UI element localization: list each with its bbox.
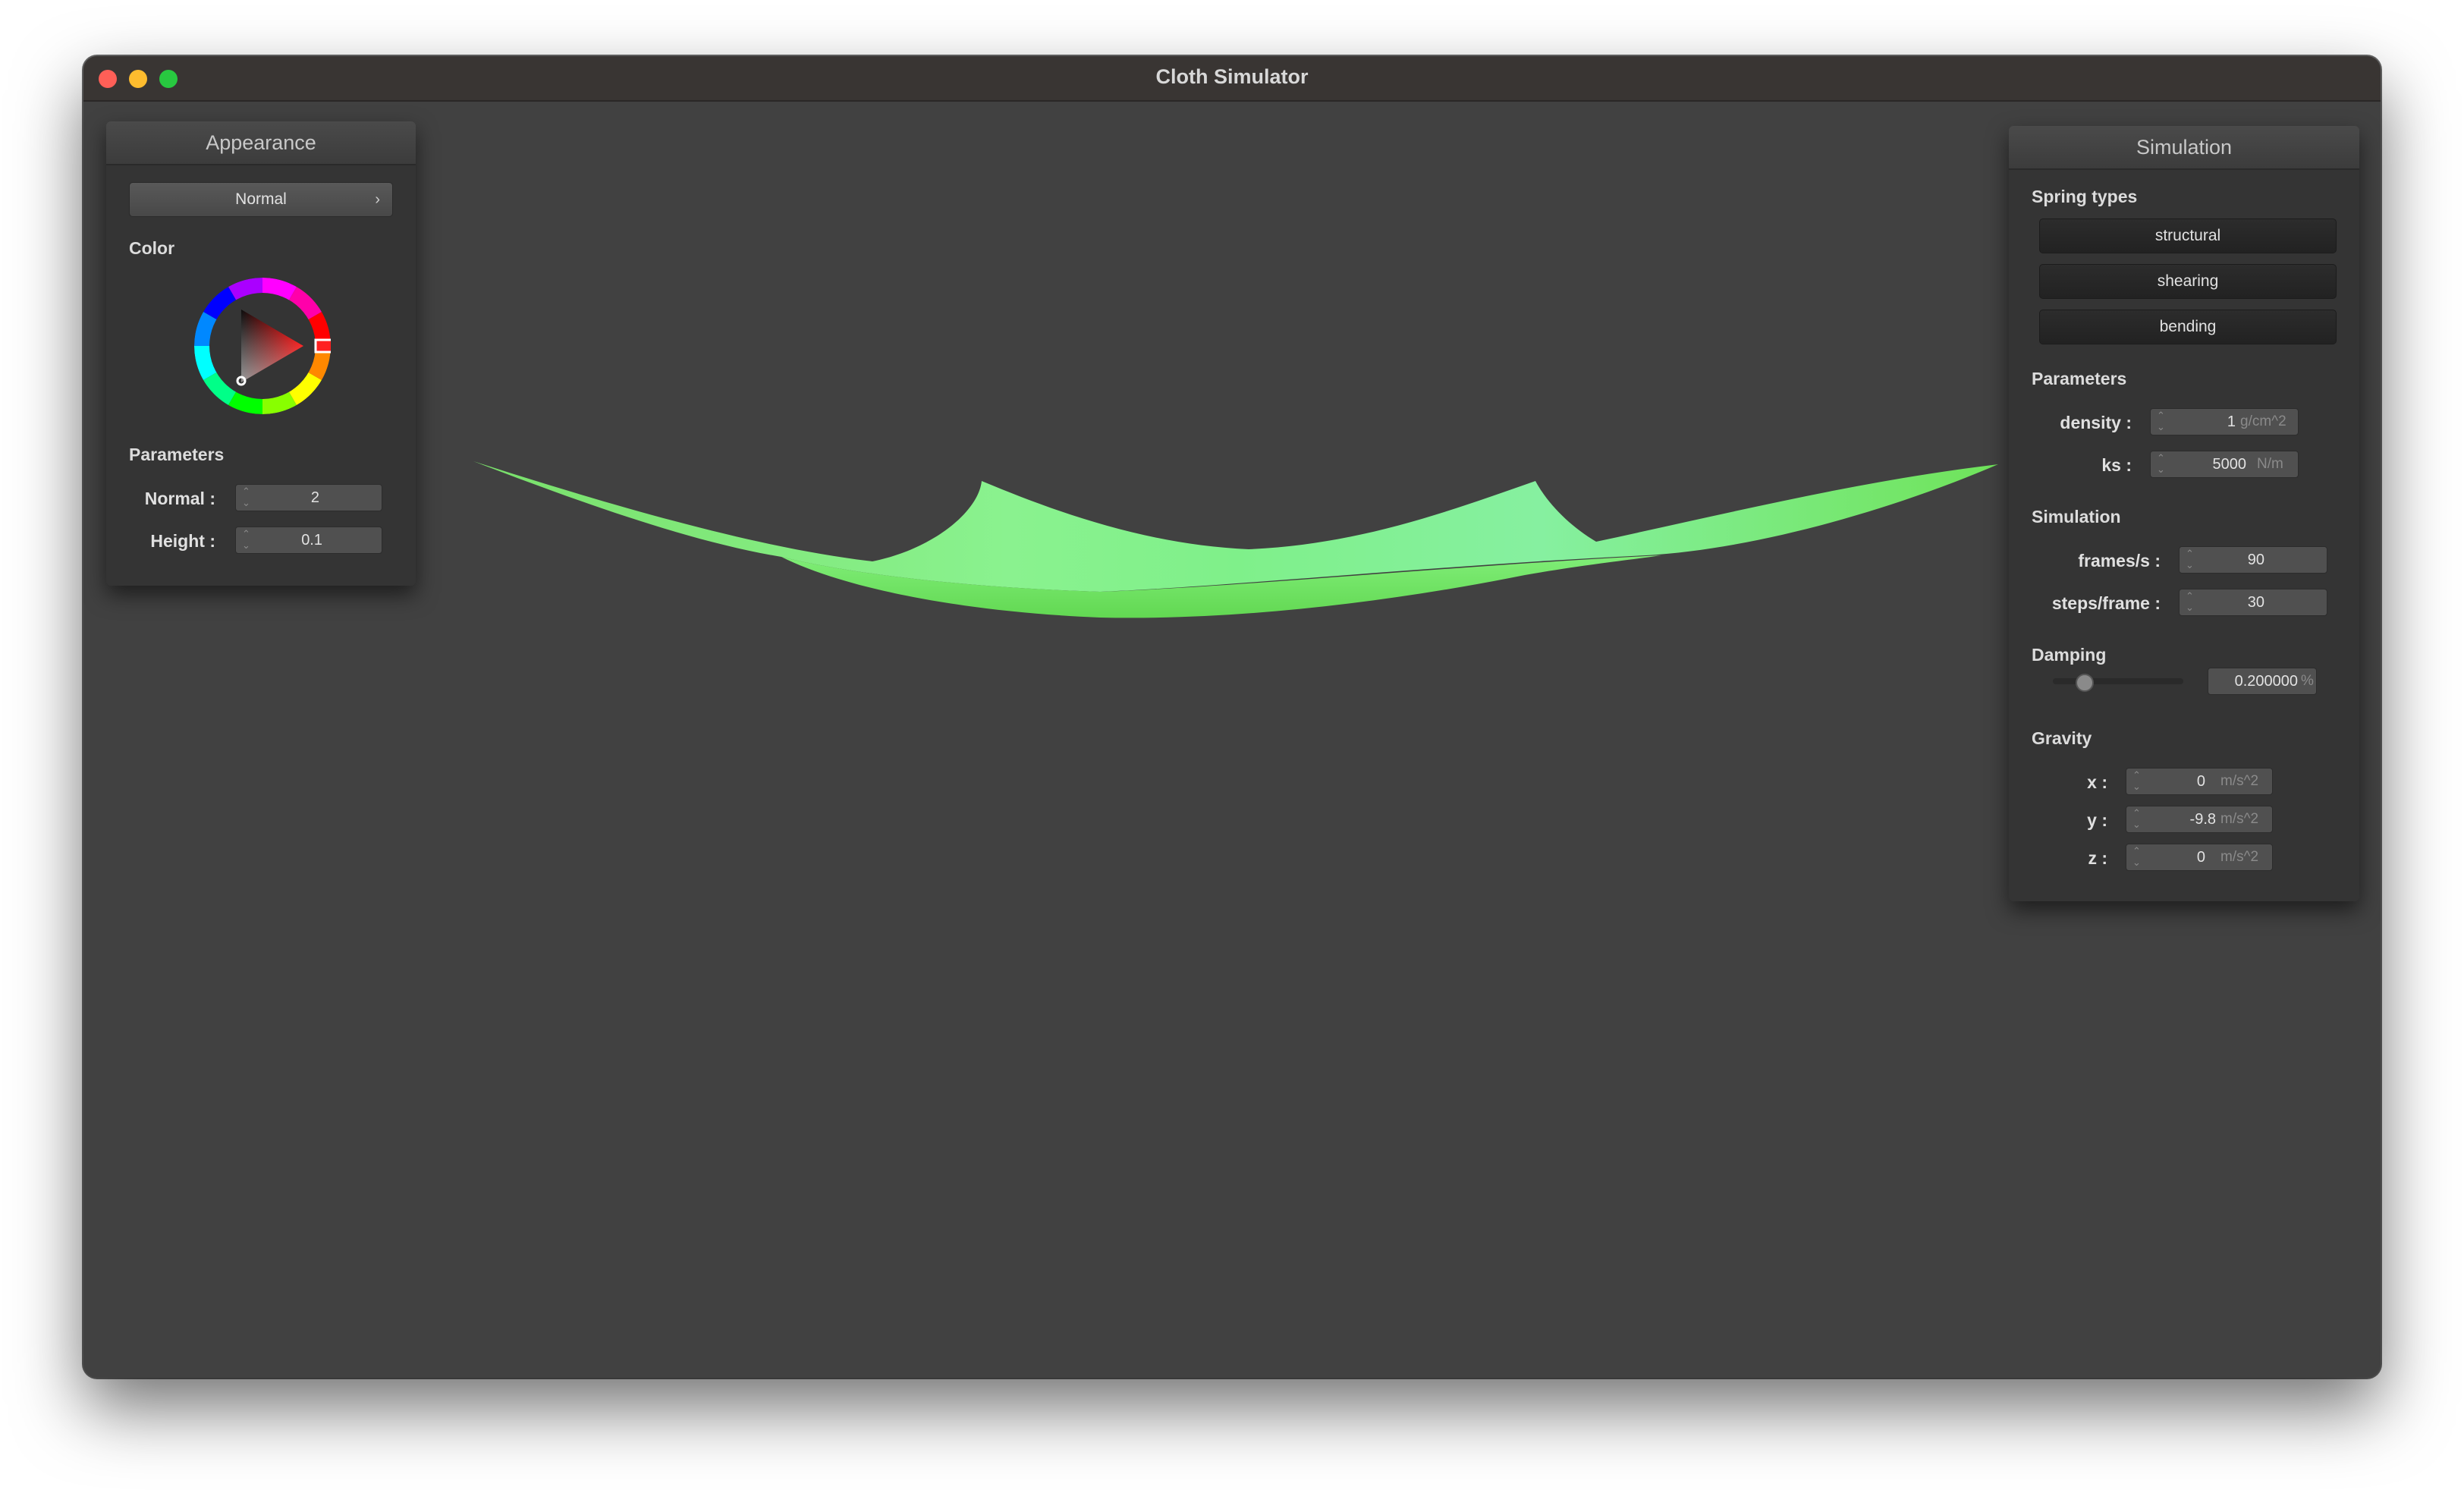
ks-input[interactable]: ⌃ ⌄ 5000 N/m — [2150, 451, 2299, 478]
window-title: Cloth Simulator — [1155, 65, 1309, 88]
minimize-window-button[interactable] — [129, 70, 147, 88]
steps-value: 30 — [2247, 594, 2264, 611]
sim-parameters-label: Parameters — [2032, 369, 2127, 388]
density-value: 1 — [2227, 413, 2236, 430]
cloth-back-surface — [473, 461, 1998, 592]
appearance-panel-header: Appearance — [106, 121, 416, 165]
gravity-x-label: x : — [2087, 772, 2107, 792]
simulation-section-label: Simulation — [2032, 507, 2121, 527]
steps-label: steps/frame : — [2051, 593, 2161, 613]
appearance-panel: Appearance Normal › Color — [106, 121, 416, 586]
damping-slider-thumb[interactable] — [2076, 674, 2094, 692]
close-window-button[interactable] — [99, 70, 117, 88]
normal-label: Normal : — [144, 489, 215, 508]
hue-marker[interactable] — [314, 338, 331, 354]
maximize-window-button[interactable] — [159, 70, 178, 88]
gravity-z-input[interactable]: ⌃ ⌄ 0 m/s^2 — [2126, 844, 2273, 871]
damping-input[interactable]: 0.200000 % — [2208, 668, 2317, 695]
shader-select[interactable]: Normal › — [129, 182, 393, 217]
stepper-icon[interactable]: ⌃ ⌄ — [2157, 410, 2165, 432]
density-input[interactable]: ⌃ ⌄ 1 g/cm^2 — [2150, 408, 2299, 435]
damping-slider-track — [2053, 678, 2183, 684]
structural-button[interactable]: structural — [2039, 218, 2337, 253]
fps-input[interactable]: ⌃ ⌄ 90 — [2179, 546, 2327, 574]
shearing-button[interactable]: shearing — [2039, 264, 2337, 299]
steps-input[interactable]: ⌃ ⌄ 30 — [2179, 589, 2327, 616]
height-label: Height : — [150, 531, 215, 551]
gravity-x-unit: m/s^2 — [2220, 773, 2259, 789]
ks-label: ks : — [2101, 455, 2132, 475]
color-wheel[interactable] — [194, 278, 331, 414]
stepper-icon[interactable]: ⌃ ⌄ — [2186, 548, 2194, 571]
fps-value: 90 — [2247, 552, 2264, 568]
gravity-z-unit: m/s^2 — [2220, 849, 2259, 865]
ks-unit: N/m — [2257, 456, 2283, 472]
cloth-viewport[interactable] — [83, 102, 2381, 1378]
title-bar: Cloth Simulator — [83, 56, 2381, 102]
gravity-x-value: 0 — [2196, 773, 2205, 790]
height-input[interactable]: ⌃ ⌄ 0.1 — [235, 527, 382, 554]
spring-types-label: Spring types — [2032, 187, 2138, 206]
stepper-icon[interactable]: ⌃ ⌄ — [2186, 590, 2194, 613]
height-value: 0.1 — [301, 532, 322, 549]
density-unit: g/cm^2 — [2240, 413, 2286, 429]
color-picker-marker[interactable] — [236, 376, 247, 386]
bending-button[interactable]: bending — [2039, 310, 2337, 344]
damping-unit: % — [2301, 673, 2314, 689]
chevron-right-icon: › — [375, 191, 380, 208]
gravity-y-unit: m/s^2 — [2220, 811, 2259, 827]
gravity-x-input[interactable]: ⌃ ⌄ 0 m/s^2 — [2126, 768, 2273, 795]
gravity-y-label: y : — [2087, 810, 2107, 830]
gravity-z-label: z : — [2088, 848, 2107, 868]
density-label: density : — [2060, 413, 2132, 432]
damping-label: Damping — [2032, 645, 2107, 665]
gravity-z-value: 0 — [2196, 849, 2205, 866]
stepper-icon[interactable]: ⌃ ⌄ — [2132, 769, 2141, 792]
app-window: Cloth Simulator — [83, 56, 2381, 1378]
fps-label: frames/s : — [2078, 551, 2161, 571]
normal-input[interactable]: ⌃ ⌄ 2 — [235, 484, 382, 511]
stepper-icon[interactable]: ⌃ ⌄ — [242, 486, 250, 508]
color-section-label: Color — [129, 238, 175, 258]
gravity-y-value: -9.8 — [2189, 811, 2216, 828]
stepper-icon[interactable]: ⌃ ⌄ — [2132, 845, 2141, 868]
simulation-panel-header: Simulation — [2009, 126, 2359, 170]
normal-value: 2 — [310, 489, 319, 506]
gravity-y-input[interactable]: ⌃ ⌄ -9.8 m/s^2 — [2126, 806, 2273, 833]
stepper-icon[interactable]: ⌃ ⌄ — [242, 528, 250, 551]
appearance-parameters-label: Parameters — [129, 445, 225, 464]
cloth-mesh — [473, 461, 1998, 618]
gravity-label: Gravity — [2032, 728, 2092, 748]
damping-slider[interactable] — [2053, 672, 2183, 692]
stepper-icon[interactable]: ⌃ ⌄ — [2132, 807, 2141, 830]
shader-select-value: Normal — [235, 190, 287, 208]
ks-value: 5000 — [2212, 456, 2247, 473]
cloth-front-surface — [781, 555, 1661, 618]
simulation-panel: Simulation Spring types structural shear… — [2009, 126, 2359, 901]
damping-value: 0.200000 — [2234, 673, 2298, 690]
stepper-icon[interactable]: ⌃ ⌄ — [2157, 452, 2165, 475]
